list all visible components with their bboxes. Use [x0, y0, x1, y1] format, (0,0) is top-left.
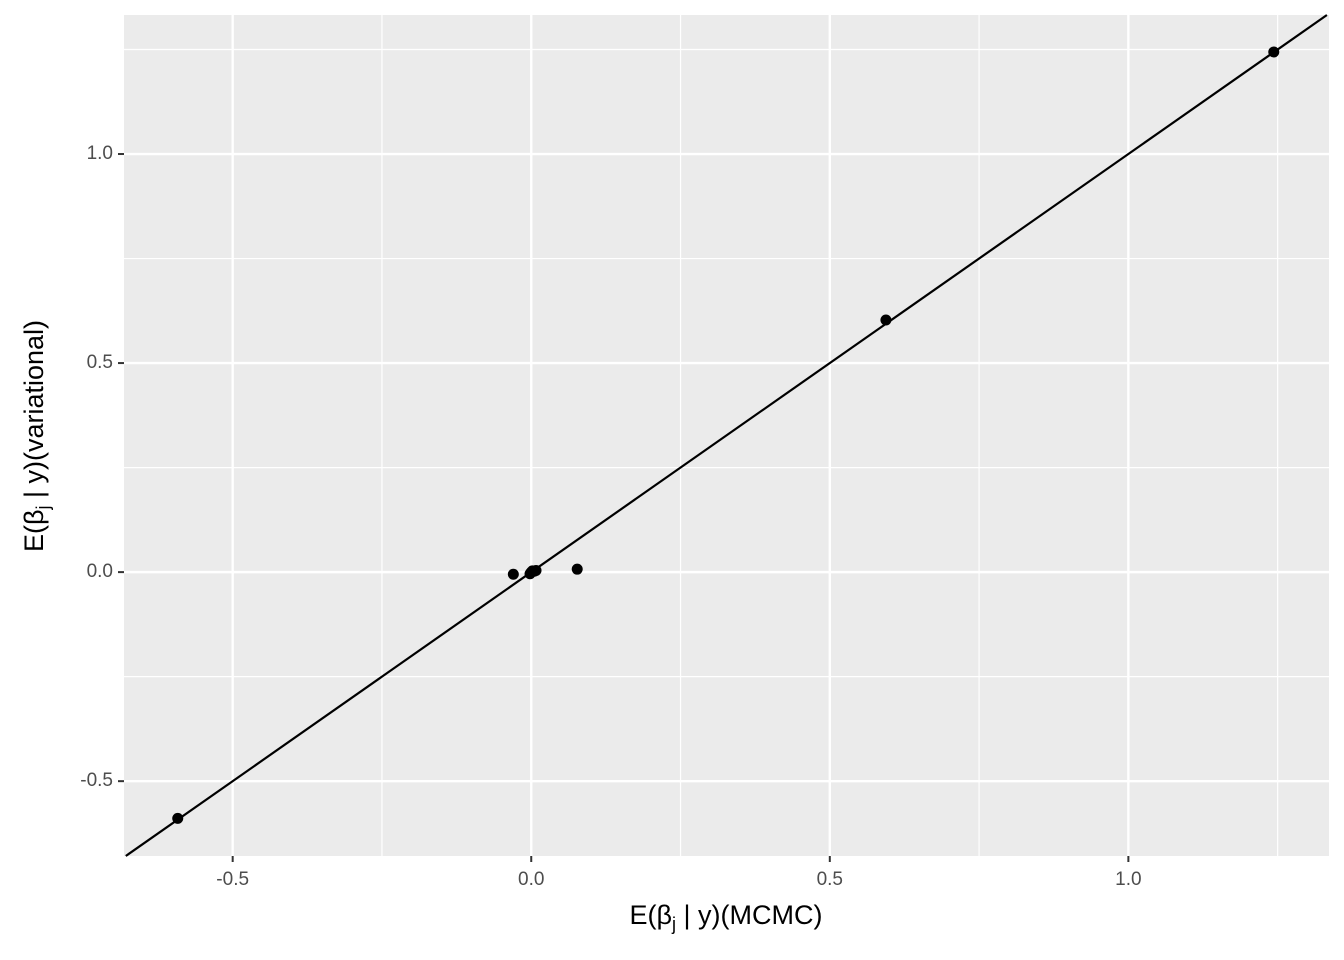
y-label-part: E(β: [19, 510, 49, 553]
x-tick-label: 1.0: [1115, 869, 1141, 890]
x-label-part: | y)(MCMC): [676, 900, 822, 930]
reference-line: [125, 14, 1328, 857]
point: [528, 565, 540, 577]
point: [880, 314, 892, 326]
point: [571, 563, 583, 575]
x-tick-label: -0.5: [216, 869, 249, 890]
x-label-sub: j: [671, 914, 676, 934]
point: [1268, 46, 1280, 58]
y-tick-label: 0.5: [87, 352, 113, 373]
x-label-part: E(β: [629, 900, 672, 930]
x-axis-label: E(βj | y)(MCMC): [629, 900, 822, 934]
point: [507, 568, 519, 580]
y-label-part: | y)(variational): [19, 320, 49, 506]
y-label-sub: j: [33, 506, 53, 511]
x-tick-label: 0.0: [518, 869, 544, 890]
y-tick-label: 0.0: [87, 561, 113, 582]
y-tick-label: 1.0: [87, 143, 113, 164]
x-tick-label: 0.5: [817, 869, 843, 890]
y-axis-label: E(βj | y)(variational): [19, 320, 53, 552]
y-tick-label: -0.5: [80, 770, 113, 791]
point: [172, 812, 184, 824]
